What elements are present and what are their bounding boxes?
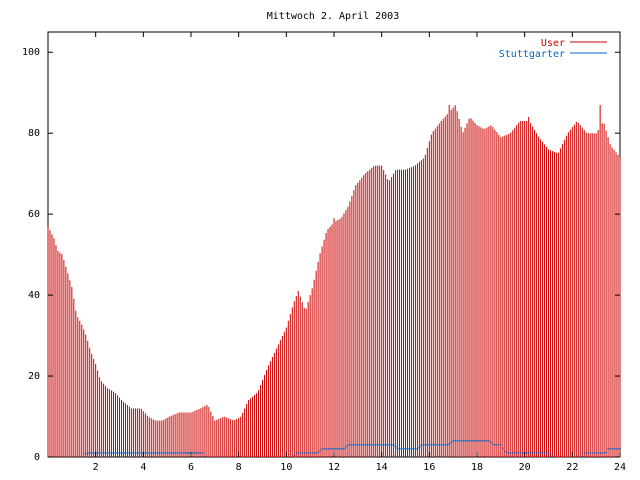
y-tick-label: 80 bbox=[28, 128, 40, 139]
legend: User Stuttgarter bbox=[499, 38, 607, 60]
y-tick-label: 40 bbox=[28, 290, 40, 301]
x-tick-label: 18 bbox=[471, 462, 483, 473]
x-tick-label: 10 bbox=[280, 462, 292, 473]
y-tick-label: 20 bbox=[28, 371, 40, 382]
series-stuttgarter bbox=[84, 440, 621, 457]
x-tick-label: 12 bbox=[328, 462, 340, 473]
x-tick-label: 22 bbox=[566, 462, 578, 473]
x-axis: 2 4 6 8 10 12 14 16 18 20 22 24 bbox=[93, 32, 626, 473]
legend-label-stuttgarter: Stuttgarter bbox=[499, 49, 565, 60]
x-tick-label: 14 bbox=[376, 462, 388, 473]
x-tick-label: 2 bbox=[93, 462, 99, 473]
x-tick-label: 6 bbox=[188, 462, 194, 473]
series-user bbox=[47, 104, 621, 457]
y-tick-label: 100 bbox=[22, 47, 40, 58]
y-tick-label: 60 bbox=[28, 209, 40, 220]
x-tick-label: 16 bbox=[423, 462, 435, 473]
x-tick-label: 8 bbox=[236, 462, 242, 473]
legend-label-user: User bbox=[541, 38, 565, 49]
y-tick-label: 0 bbox=[34, 452, 40, 463]
y-axis: 0 20 40 60 80 100 bbox=[22, 47, 620, 463]
x-tick-label: 24 bbox=[614, 462, 626, 473]
chart-title: Mittwoch 2. April 2003 bbox=[267, 11, 399, 22]
x-tick-label: 4 bbox=[140, 462, 146, 473]
x-tick-label: 20 bbox=[519, 462, 531, 473]
